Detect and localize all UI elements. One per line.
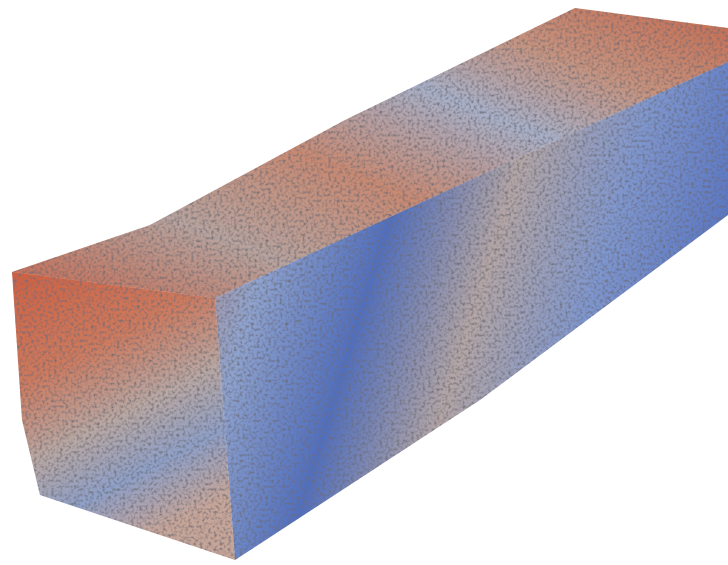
page — [0, 0, 728, 565]
mesh-block — [12, 8, 728, 560]
render-view — [0, 0, 728, 565]
front-face — [12, 272, 235, 560]
